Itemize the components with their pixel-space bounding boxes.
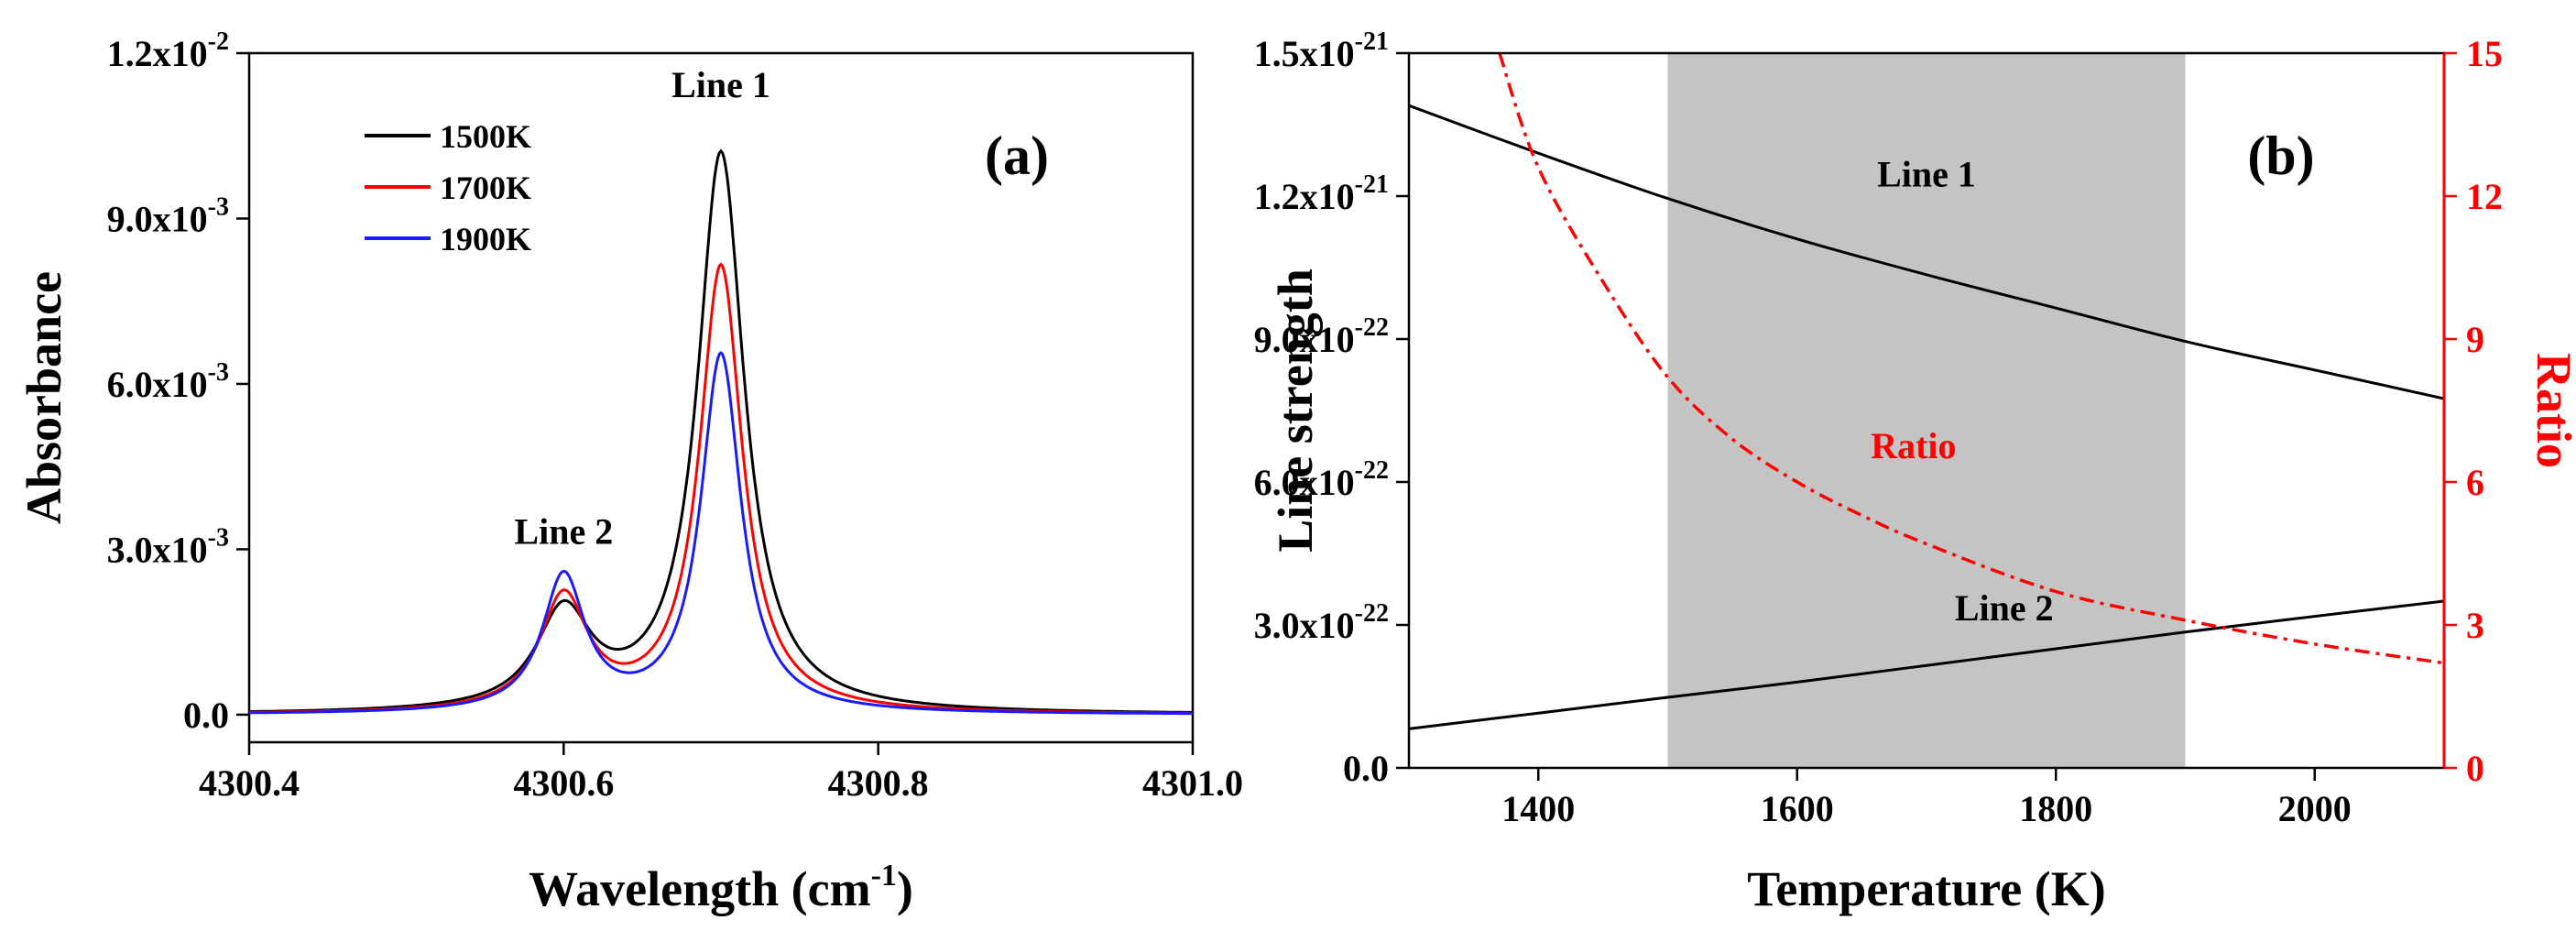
panel-a-x-tick-label: 4300.8 — [828, 762, 929, 804]
panel-a-x-tick-label: 4301.0 — [1142, 762, 1243, 804]
panel-b-y-right-tick-label: 0 — [2466, 748, 2484, 789]
legend-label-1700K: 1700K — [440, 170, 531, 206]
panel-a-annotation: Line 2 — [514, 510, 613, 552]
legend-label-1500K: 1500K — [440, 118, 531, 155]
panel-b-y-left-tick-label: 1.5x10-21 — [1254, 27, 1389, 74]
panel-a-y-axis-title: Absorbance — [16, 271, 71, 524]
panel-b-shaded-region — [1667, 53, 2186, 768]
panel-b-label: (b) — [2247, 126, 2314, 186]
panel-b-series-ratio — [1498, 52, 2445, 665]
panel-b-annotation: Line 2 — [1955, 587, 2054, 629]
panel-a-y-tick-label: 0.0 — [183, 695, 229, 736]
panel-b-series-line-2 — [1408, 599, 2445, 730]
panel-b-y-left-tick-label: 6.0x10-22 — [1254, 456, 1389, 503]
panel-b-x-tick-label: 1400 — [1501, 788, 1575, 829]
panel-a-x-axis-title: Wavelength (cm-1) — [529, 859, 913, 916]
panel-b-y-left-tick-label: 9.0x10-22 — [1254, 313, 1389, 360]
panel-b-series-line-1 — [1408, 104, 2445, 400]
panel-b-y-left-tick-label: 3.0x10-22 — [1254, 599, 1389, 646]
panel-a-annotation: Line 1 — [671, 64, 770, 105]
panel-a-plot-frame — [247, 51, 1195, 744]
panel-a-x-tick-label: 4300.4 — [199, 762, 300, 804]
panel-b-x-tick-label: 1800 — [2019, 788, 2092, 829]
legend-label-1900K: 1900K — [440, 221, 531, 257]
panel-a-series-1700K — [249, 262, 1193, 715]
panel-a-chart: 4300.4 4300.6 4300.8 4301.0 0.0 3.0x10-3 6.0x1… — [16, 27, 1243, 916]
panel-a-y-tick-label: 9.0x10-3 — [107, 192, 229, 239]
panel-b-annotations: Line 1 Line 2 Ratio — [1871, 154, 2053, 629]
panel-b-y-right-tick-label: 9 — [2466, 319, 2484, 360]
panel-a-annotations: Line 1 Line 2 — [514, 64, 770, 552]
panel-b-y-axis-title-right: Ratio — [2527, 353, 2576, 468]
panel-a-legend: 1500K 1700K 1900K — [365, 118, 531, 257]
panel-b-y-left-tick-label: 0.0 — [1343, 748, 1389, 789]
panel-b-y-right-tick-label: 3 — [2466, 605, 2484, 646]
panel-a-label: (a) — [985, 126, 1049, 186]
panel-a-series-1900K — [249, 350, 1193, 716]
panel-b-y-axis-title-left: Line strength — [1268, 268, 1323, 553]
panel-b-ticks: 1400 1600 1800 2000 0.0 3.0x10-22 6.0x10-22 9.0… — [1254, 27, 2503, 829]
panel-b-y-right-tick-label: 12 — [2466, 176, 2503, 217]
panel-a-series-1500K — [249, 148, 1193, 714]
panel-b-y-right-tick-label: 6 — [2466, 462, 2484, 503]
panel-b-chart: 1400 1600 1800 2000 0.0 3.0x10-22 6.0x10-22 9.0… — [1254, 27, 2576, 916]
panel-a-y-tick-label: 1.2x10-2 — [107, 27, 229, 74]
panel-b-x-tick-label: 1600 — [1761, 788, 1834, 829]
panel-a-series-group — [249, 148, 1193, 716]
panel-b-y-right-tick-label: 15 — [2466, 33, 2503, 74]
panel-b-series-group — [1408, 52, 2445, 730]
panel-b-x-tick-label: 2000 — [2278, 788, 2352, 829]
panel-b-annotation: Ratio — [1871, 425, 1956, 466]
panel-b-x-axis-title: Temperature (K) — [1747, 861, 2105, 916]
panel-a-ticks: 4300.4 4300.6 4300.8 4301.0 0.0 3.0x10-3 6.0x1… — [107, 27, 1243, 804]
panel-a-y-tick-label: 3.0x10-3 — [107, 523, 229, 570]
panel-a-y-tick-label: 6.0x10-3 — [107, 358, 229, 405]
panel-b-annotation: Line 1 — [1877, 154, 1976, 195]
panel-b-y-left-tick-label: 1.2x10-21 — [1254, 170, 1389, 217]
panel-a-x-tick-label: 4300.6 — [513, 762, 614, 804]
